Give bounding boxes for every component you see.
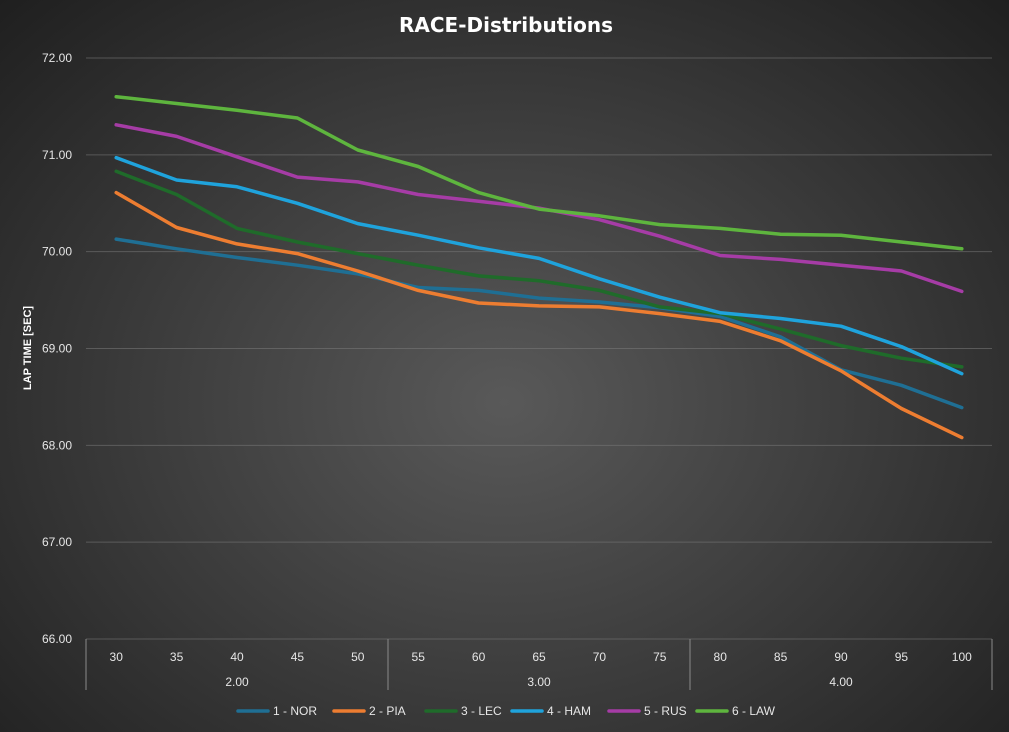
x-tick-label: 80 [714, 650, 728, 664]
x-tick-label: 30 [110, 650, 124, 664]
y-tick-label: 66.00 [42, 632, 72, 646]
x-tick-label: 90 [834, 650, 848, 664]
gridlines [86, 57, 992, 640]
series-lines [114, 94, 964, 440]
x-tick-label: 50 [351, 650, 365, 664]
x-group-label: 2.00 [225, 675, 249, 689]
series-line [114, 169, 964, 369]
x-tick-label: 35 [170, 650, 184, 664]
x-tick-label: 70 [593, 650, 607, 664]
x-tick-label: 85 [774, 650, 788, 664]
x-tick-label: 95 [895, 650, 909, 664]
y-tick-label: 67.00 [42, 535, 72, 549]
legend-label: 4 - HAM [547, 704, 591, 718]
legend-label: 6 - LAW [732, 704, 776, 718]
x-tick-label: 65 [532, 650, 546, 664]
y-tick-label: 71.00 [42, 148, 72, 162]
series-line [114, 237, 964, 410]
y-tick-labels: 66.00 67.00 68.00 69.00 70.00 71.00 72.00 [42, 51, 72, 646]
y-tick-label: 70.00 [42, 245, 72, 259]
chart-title: RACE-Distributions [399, 13, 613, 37]
x-tick-label: 40 [230, 650, 244, 664]
y-tick-label: 72.00 [42, 51, 72, 65]
x-tick-label: 45 [291, 650, 305, 664]
legend-label: 2 - PIA [369, 704, 406, 718]
x-axis: 2.00 3.00 4.00 30 35 40 45 50 55 60 65 70 75 80 85 90 95… [85, 639, 993, 690]
x-tick-label: 100 [952, 650, 972, 664]
x-group-label: 4.00 [829, 675, 853, 689]
series-line [114, 155, 964, 376]
x-tick-label: 75 [653, 650, 667, 664]
legend-label: 5 - RUS [644, 704, 687, 718]
x-group-label: 3.00 [527, 675, 551, 689]
series-line [114, 190, 964, 440]
series-line [114, 94, 964, 251]
x-tick-label: 55 [412, 650, 426, 664]
y-tick-label: 69.00 [42, 342, 72, 356]
y-axis-label: LAP TIME [SEC] [22, 306, 34, 390]
y-tick-label: 68.00 [42, 438, 72, 452]
legend-label: 1 - NOR [273, 704, 317, 718]
legend: 1 - NOR 2 - PIA 3 - LEC 4 - HAM 5 - RUS 6 - L… [236, 704, 776, 718]
legend-label: 3 - LEC [461, 704, 502, 718]
x-tick-label: 60 [472, 650, 486, 664]
